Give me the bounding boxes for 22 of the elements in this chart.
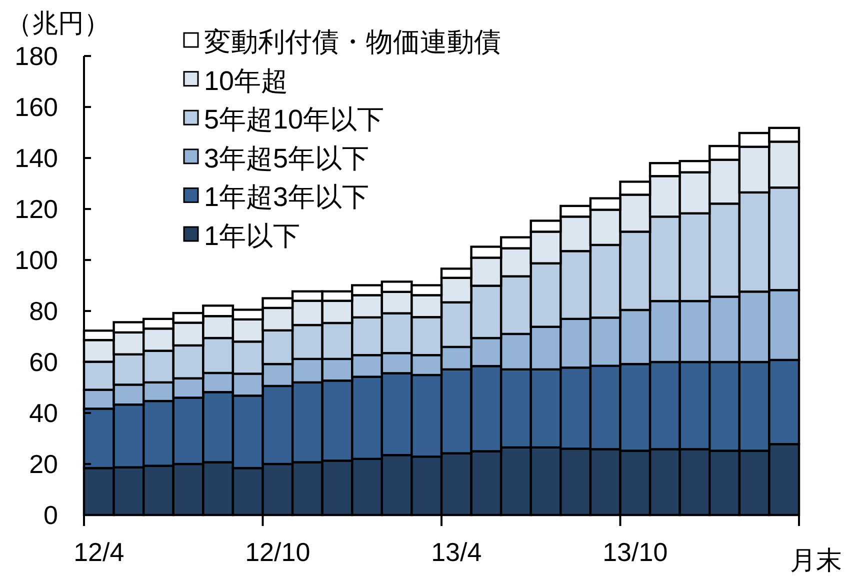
y-tick-label: 40 — [29, 398, 58, 428]
y-tick-label: 120 — [14, 194, 58, 224]
y-tick-label: 60 — [29, 347, 58, 377]
x-tick-label: 13/4 — [431, 537, 482, 567]
x-tick-label: 12/4 — [74, 537, 124, 567]
legend-label: 変動利付債・物価連動債 — [204, 27, 501, 57]
legend-label: 1年超3年以下 — [204, 182, 370, 212]
legend-label: 1年以下 — [204, 221, 300, 251]
y-tick-label: 20 — [29, 449, 58, 479]
legend-label: 3年超5年以下 — [204, 143, 370, 174]
y-tick-label: 160 — [14, 92, 58, 122]
x-tick-label: 13/10 — [602, 537, 668, 567]
x-axis-title: 月末 — [790, 545, 842, 575]
y-tick-label: 100 — [14, 245, 58, 275]
y-axis-title: （兆円） — [6, 8, 110, 38]
legend-label: 5年超10年以下 — [204, 104, 384, 135]
x-tick-label: 12/10 — [245, 537, 310, 567]
legend-label: 10年超 — [204, 66, 288, 96]
y-tick-label: 80 — [29, 296, 58, 326]
y-tick-label: 180 — [14, 41, 58, 71]
y-tick-label: 140 — [14, 143, 58, 173]
y-tick-label: 0 — [44, 500, 58, 530]
